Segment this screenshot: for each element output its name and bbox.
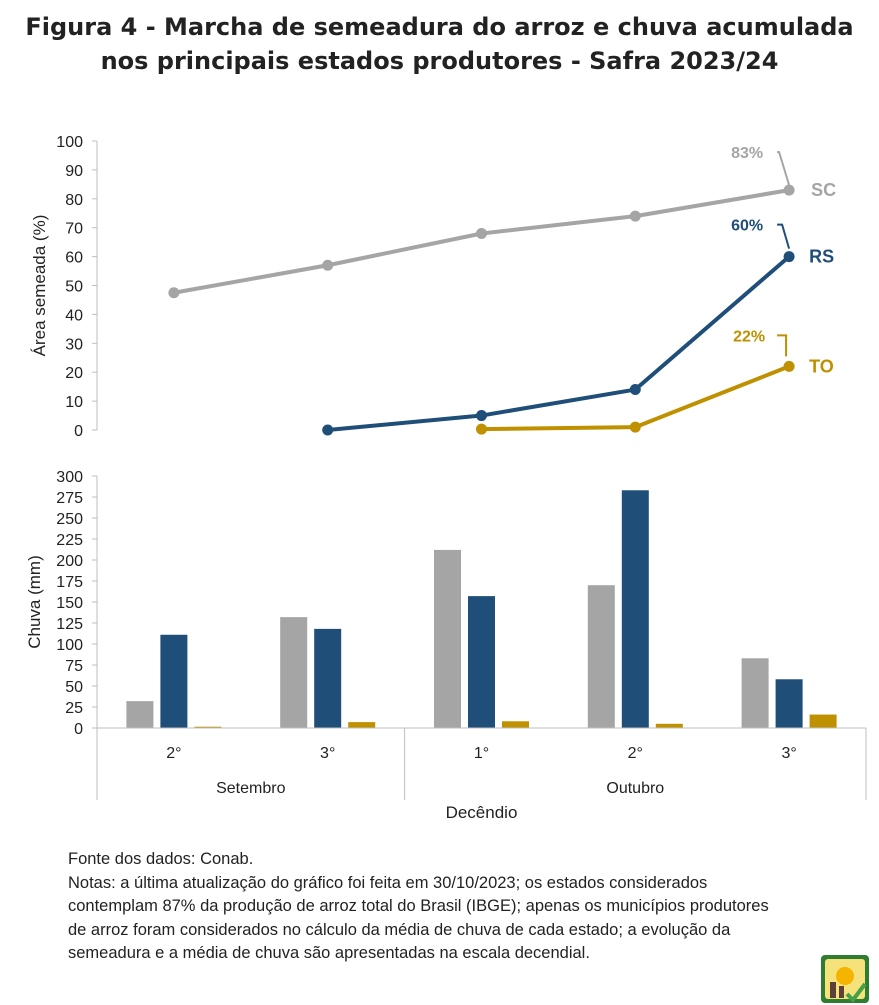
- bar-chart-y-tick-label: 200: [56, 553, 83, 570]
- x-group-label: Outubro: [606, 780, 664, 797]
- notes-block: Fonte dos dados: Conab. Notas: a última …: [68, 848, 868, 966]
- bar-chart-y-tick-label: 125: [56, 616, 83, 633]
- series-line-sc: [173, 188, 790, 295]
- bar-chart-x-axis-label: Decêndio: [446, 803, 518, 822]
- bar-sc: [126, 701, 154, 728]
- notes-line-3: de arroz foram considerados no cálculo d…: [68, 920, 731, 939]
- data-point-sc: [783, 184, 795, 196]
- title-line-2: nos principais estados produtores - Safr…: [100, 47, 779, 75]
- line-chart-y-tick-label: 90: [65, 163, 83, 180]
- data-point-to: [476, 423, 487, 435]
- bar-chart-y-tick-label: 300: [56, 469, 83, 486]
- bar-chart-y-tick-label: 150: [56, 595, 83, 612]
- bar-rs: [775, 679, 803, 728]
- bar-chart-y-tick-label: 25: [65, 700, 83, 717]
- notes-line-4: semeadura e a média de chuva são apresen…: [68, 944, 590, 962]
- bar-rs: [314, 628, 342, 728]
- bar-sc: [741, 658, 769, 728]
- data-point-rs: [783, 251, 795, 263]
- line-chart-sown-area: 0 10 20 30 40 50 60 70 80 90 100 Área semeada (%) 83…: [30, 134, 836, 440]
- conab-logo: [821, 955, 869, 1004]
- bar-chart-y-tick-label: 275: [56, 490, 83, 507]
- leader-line-rs: [777, 223, 791, 249]
- bar-chart-y-tick-label: 250: [56, 511, 83, 528]
- series-name-label-rs: RS: [809, 247, 834, 267]
- line-chart-y-tick-label: 50: [65, 279, 83, 296]
- data-point-to: [783, 360, 795, 372]
- data-point-rs: [629, 384, 641, 396]
- bar-sc: [434, 549, 461, 728]
- source-note: Fonte dos dados: Conab.: [68, 850, 254, 868]
- bar-to: [348, 722, 376, 728]
- bar-rs: [468, 596, 495, 728]
- leader-line-sc: [777, 151, 791, 186]
- series-line-to: [481, 364, 790, 432]
- line-chart-y-tick-label: 80: [65, 192, 83, 209]
- end-value-label-sc: 83%: [731, 145, 763, 162]
- title-line-1: Figura 4 - Marcha de semeadura do arroz …: [25, 13, 854, 41]
- bar-chart-y-tick-label: 100: [56, 637, 83, 654]
- bar-chart-y-tick-label: 0: [74, 721, 83, 738]
- x-group-label: Setembro: [216, 780, 285, 797]
- line-chart-y-tick-label: 20: [65, 365, 83, 382]
- data-point-sc: [629, 210, 641, 222]
- chart-canvas: 0 10 20 30 40 50 60 70 80 90 100 Área semeada (%) 83…: [25, 134, 867, 822]
- bar-chart-y-tick-label: 175: [56, 574, 83, 591]
- line-chart-y-tick-label: 10: [65, 394, 83, 411]
- end-value-label-rs: 60%: [731, 218, 763, 235]
- bar-rs: [621, 490, 649, 728]
- series-line-rs: [327, 255, 791, 432]
- series-name-label-to: TO: [809, 356, 834, 376]
- line-chart-y-tick-label: 70: [65, 221, 83, 238]
- data-point-sc: [322, 259, 334, 271]
- series-name-label-sc: SC: [811, 180, 836, 200]
- x-tick-label: 2°: [628, 745, 643, 762]
- bar-chart-y-tick-label: 75: [65, 658, 83, 675]
- bar-to: [502, 721, 529, 728]
- end-value-label-to: 22%: [733, 328, 765, 345]
- line-chart-y-tick-label: 100: [56, 134, 83, 151]
- bar-chart-rainfall: 0 25 50 75 100 125 150 175 200 225 250 275 300 Chuva …: [25, 469, 867, 822]
- leader-line-to: [777, 334, 788, 357]
- line-chart-y-tick-label: 60: [65, 250, 83, 267]
- data-point-sc: [168, 287, 180, 299]
- notes-line-2: contemplam 87% da produção de arroz tota…: [68, 897, 769, 915]
- bar-chart-y-tick-label: 50: [65, 679, 83, 696]
- line-chart-y-axis-label: Área semeada (%): [30, 215, 49, 357]
- data-point-to: [629, 421, 641, 433]
- bar-sc: [587, 585, 615, 728]
- bar-rs: [160, 634, 188, 728]
- bar-to: [194, 726, 222, 728]
- notes-line-1: Notas: a última atualização do gráfico f…: [68, 873, 708, 892]
- bar-to: [655, 723, 683, 728]
- x-tick-label: 1°: [474, 745, 489, 762]
- line-chart-y-tick-label: 0: [74, 423, 83, 440]
- data-point-sc: [476, 227, 487, 239]
- line-chart-y-tick-label: 40: [65, 307, 83, 324]
- x-tick-label: 3°: [320, 745, 335, 762]
- bar-chart-y-axis-label: Chuva (mm): [25, 555, 44, 649]
- data-point-rs: [476, 410, 487, 422]
- bar-to: [809, 714, 837, 728]
- chart-title: Figura 4 - Marcha de semeadura do arroz …: [0, 10, 879, 78]
- line-chart-y-tick-label: 30: [65, 336, 83, 353]
- bar-chart-y-tick-label: 225: [56, 532, 83, 549]
- bar-sc: [280, 617, 308, 728]
- x-tick-label: 2°: [166, 745, 181, 762]
- x-tick-label: 3°: [781, 745, 796, 762]
- data-point-rs: [322, 424, 334, 436]
